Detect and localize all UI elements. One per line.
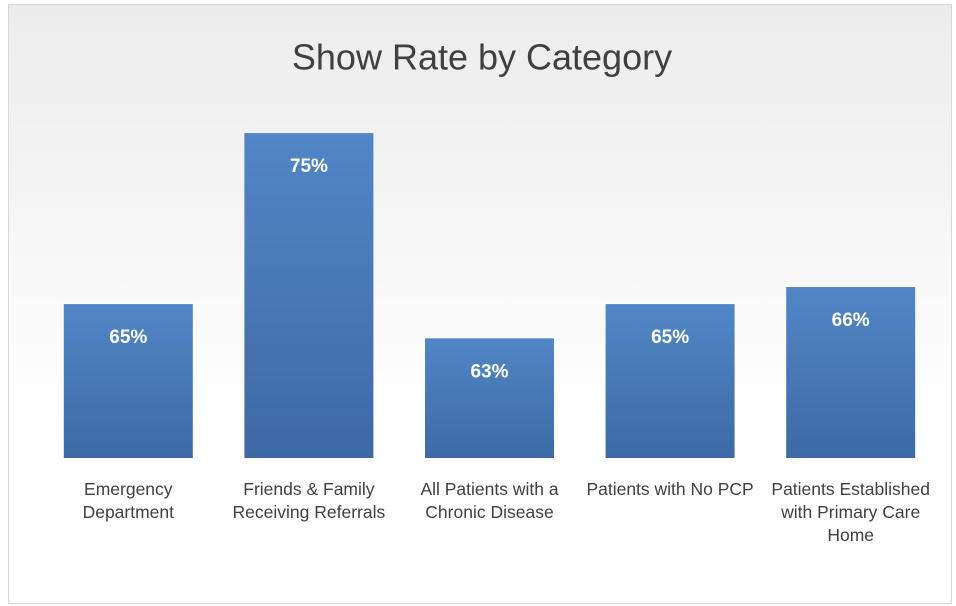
x-tick-label: Emergency Department <box>82 479 175 522</box>
x-tick-label: All Patients with a Chronic Disease <box>420 479 559 522</box>
chart-title: Show Rate by Category <box>292 37 672 78</box>
data-label: 63% <box>470 361 508 382</box>
bar <box>244 133 374 458</box>
x-tick-label: Patients Established with Primary Care H… <box>771 479 930 545</box>
data-label: 75% <box>290 156 328 177</box>
bar <box>425 338 554 458</box>
bar <box>63 304 193 458</box>
data-label: 66% <box>832 310 870 331</box>
x-tick-label: Patients with No PCP <box>586 479 754 499</box>
data-label: 65% <box>109 327 147 348</box>
bar <box>605 304 735 458</box>
bar <box>786 287 916 458</box>
data-label: 65% <box>651 327 689 348</box>
x-tick-label: Friends & Family Receiving Referrals <box>232 479 386 522</box>
